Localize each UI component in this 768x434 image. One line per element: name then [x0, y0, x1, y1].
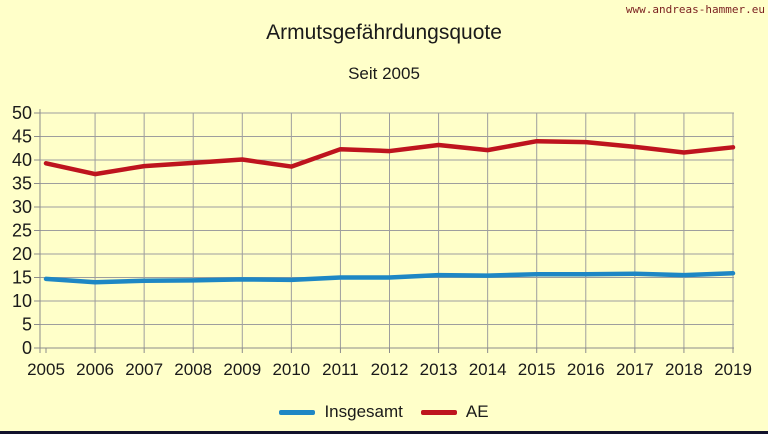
legend-label-ae: AE [465, 402, 489, 421]
x-tick-label: 2014 [469, 360, 507, 379]
x-tick-label: 2007 [125, 360, 163, 379]
y-tick-label: 20 [12, 244, 32, 264]
series-line-ae [43, 138, 736, 177]
legend-label-insgesamt: Insgesamt [324, 402, 403, 421]
ae-line-swatch-icon [420, 409, 457, 415]
legend-item-insgesamt: Insgesamt [279, 402, 403, 422]
x-tick-label: 2011 [322, 360, 359, 379]
x-tick-label: 2008 [174, 360, 212, 379]
bottom-border [0, 431, 768, 434]
chart-subtitle: Seit 2005 [348, 64, 420, 83]
x-tick-label: 2009 [223, 360, 261, 379]
x-tick-label: 2019 [714, 360, 752, 379]
y-tick-label: 0 [22, 338, 32, 358]
watermark: www.andreas-hammer.eu [625, 3, 765, 16]
x-tick-label: 2010 [272, 360, 310, 379]
legend: Insgesamt AE [0, 402, 768, 422]
y-tick-label: 15 [12, 268, 32, 288]
y-tick-label: 10 [12, 291, 32, 311]
x-tick-label: 2012 [371, 360, 409, 379]
y-tick-label: 40 [12, 150, 32, 170]
y-tick-label: 50 [12, 103, 32, 123]
y-tick-label: 35 [12, 174, 32, 194]
x-tick-label: 2015 [518, 360, 556, 379]
y-tick-label: 45 [12, 127, 32, 147]
legend-item-ae: AE [420, 402, 489, 422]
series-line-insgesamt [43, 271, 736, 285]
x-tick-label: 2006 [76, 360, 114, 379]
y-tick-label: 30 [12, 197, 32, 217]
x-tick-label: 2018 [665, 360, 703, 379]
x-tick-label: 2005 [27, 360, 65, 379]
y-tick-label: 25 [12, 221, 32, 241]
y-tick-label: 5 [22, 315, 32, 335]
insgesamt-line-swatch-icon [279, 409, 316, 415]
x-tick-label: 2017 [616, 360, 654, 379]
x-tick-label: 2016 [567, 360, 605, 379]
page-title: Armutsgefährdungsquote [266, 21, 502, 44]
x-tick-label: 2013 [420, 360, 458, 379]
